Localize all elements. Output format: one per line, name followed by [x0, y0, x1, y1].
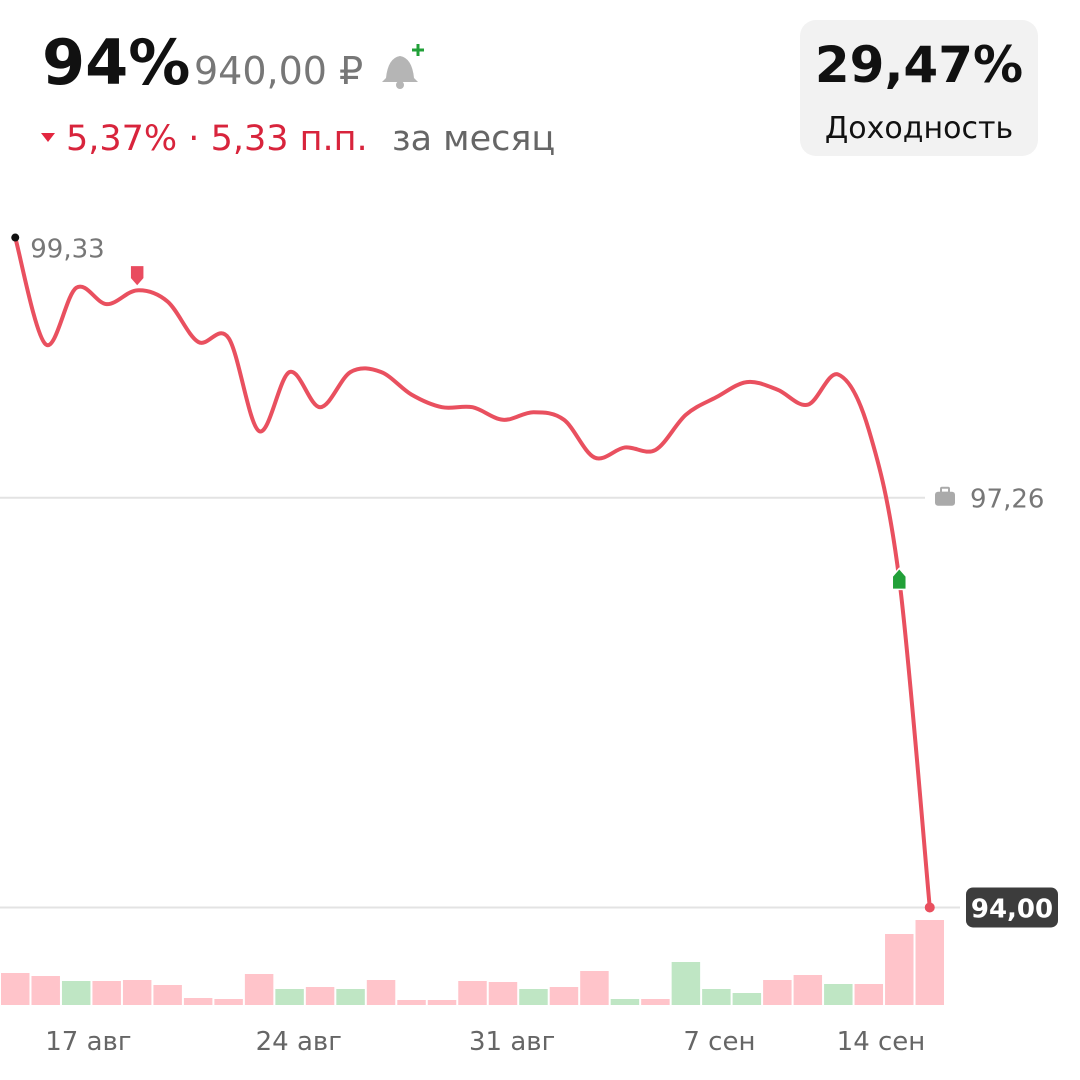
volume-bar [214, 999, 243, 1005]
volume-bar [824, 984, 853, 1005]
volume-bar [336, 989, 365, 1005]
volume-bar [397, 1000, 426, 1005]
alert-bell[interactable] [382, 44, 424, 89]
volume-bar [671, 962, 701, 1005]
volume-bar [854, 984, 884, 1005]
volume-bar [275, 989, 304, 1005]
trade-marker [129, 264, 145, 288]
volume-bar [641, 999, 670, 1005]
price: 940,00 ₽ [194, 49, 363, 93]
value-badge [966, 887, 1058, 928]
down-arrow [41, 133, 55, 142]
chart: 97,26 17 авг 24 авг 31 авг 7 сен 14 сен 99,33 9… [0, 233, 1058, 1057]
volume-bar [763, 980, 792, 1005]
briefcase-handle [940, 486, 950, 494]
bell-clapper [396, 81, 404, 89]
x-tick-label: 24 авг [256, 1027, 342, 1057]
volume-bar [366, 980, 396, 1005]
volume-bar [122, 980, 152, 1005]
volume-bar [702, 989, 731, 1005]
x-tick-label: 7 сен [683, 1027, 755, 1057]
volume-bar [427, 1000, 457, 1005]
yield-value: 29,47% [815, 36, 1023, 94]
volume-bar [488, 982, 518, 1005]
x-tick-label: 31 авг [469, 1027, 555, 1057]
volume-bar [31, 976, 60, 1005]
percent: 94% [42, 26, 190, 99]
value-label: 99,33 [30, 235, 104, 265]
volume-bar [915, 920, 944, 1005]
volume-bar [519, 989, 548, 1005]
period: за месяц [392, 119, 555, 159]
volume-bar [793, 975, 823, 1005]
yield-box [800, 20, 1038, 156]
x-tick-label: 17 авг [45, 1027, 131, 1057]
volume-bar [183, 998, 213, 1005]
value-label: 94,00 [971, 894, 1053, 924]
briefcase-icon [935, 491, 955, 506]
start-dot [11, 233, 20, 242]
volume-bar [61, 981, 91, 1005]
volume-bar [458, 981, 487, 1005]
volume-bar [1, 973, 30, 1005]
volume-bar [732, 993, 762, 1005]
volume-bar [885, 934, 914, 1005]
volume-bar [580, 971, 609, 1005]
yield-label: Доходность [825, 111, 1013, 146]
volume-bar [92, 981, 121, 1005]
plus-icon [412, 44, 424, 56]
end-dot [924, 902, 935, 913]
x-tick-label: 14 сен [837, 1027, 926, 1057]
volume-bar [305, 987, 335, 1005]
volume-bar [610, 999, 640, 1005]
price-line [13, 236, 932, 908]
trade-marker [891, 567, 908, 591]
bell-icon [382, 56, 418, 82]
volume-bar [153, 985, 182, 1005]
reference-label: 97,26 [970, 485, 1044, 515]
volume-bar [549, 987, 579, 1005]
change: 5,37% · 5,33 п.п. [66, 119, 368, 159]
volume-bar [244, 974, 274, 1005]
